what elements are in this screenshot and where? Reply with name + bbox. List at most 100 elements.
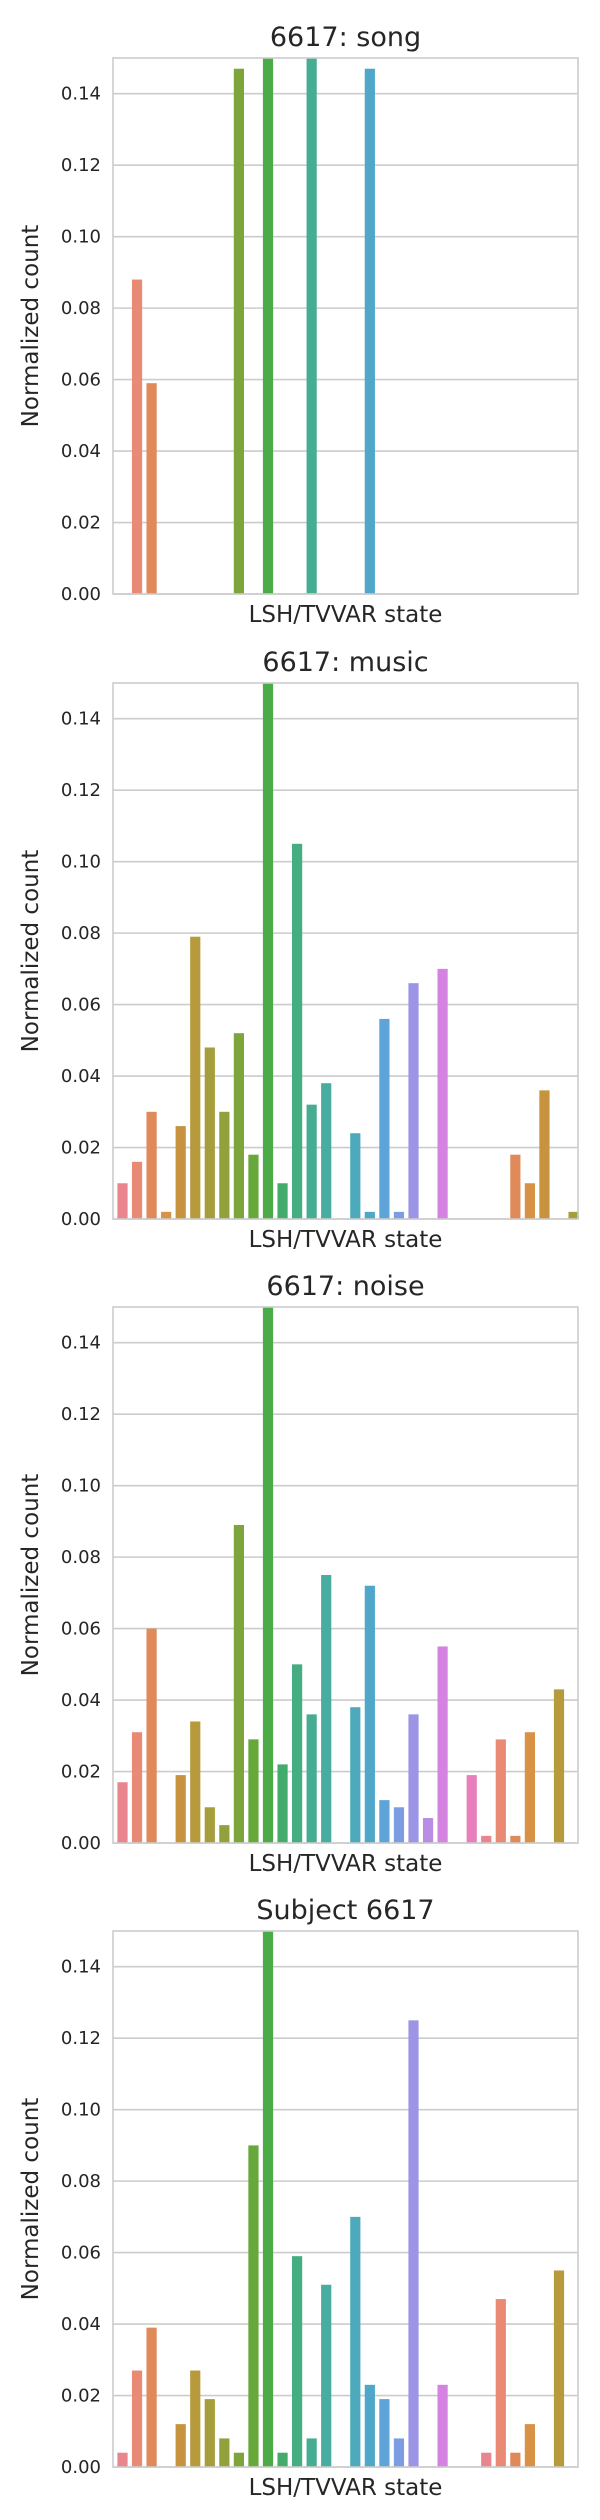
y-tick-label: 0.02	[61, 1138, 101, 1159]
bar	[175, 2424, 186, 2467]
y-tick-label: 0.04	[61, 2314, 101, 2335]
bar	[364, 2384, 375, 2467]
y-tick-label: 0.06	[61, 370, 101, 391]
bar	[306, 1714, 317, 1843]
x-axis-label: LSH/TVVAR state	[249, 1227, 443, 1253]
y-axis-label: Normalized count	[18, 225, 44, 428]
y-axis-label: Normalized count	[18, 850, 44, 1053]
bar	[233, 68, 244, 595]
bar	[161, 1211, 172, 1219]
y-tick-label: 0.10	[61, 2100, 101, 2121]
plot-frame	[112, 1930, 579, 2468]
bar	[481, 1835, 492, 1843]
bar	[117, 1183, 128, 1219]
chart-panel-1: 6617: song 0.00 0.02 0.04 0.06 0.08 0.10 0.12 0.…	[18, 22, 579, 628]
y-tick-label: 0.04	[61, 441, 101, 462]
x-axis-label: LSH/TVVAR state	[249, 2475, 443, 2501]
chart-panel-2: 6617: music 0.00 0.02 0.04 0.06 0.08 0.10 0.12 0…	[18, 647, 579, 1253]
chart-title: 6617: song	[270, 22, 421, 53]
bar	[510, 1835, 521, 1843]
bar	[146, 1628, 157, 1843]
bar	[248, 1739, 259, 1843]
bar	[175, 1126, 186, 1219]
y-tick-label: 0.10	[61, 227, 101, 248]
y-axis-label: Normalized count	[18, 1474, 44, 1677]
y-tick-label: 0.00	[61, 1833, 101, 1854]
bar	[437, 2384, 448, 2467]
bar	[204, 1047, 215, 1219]
bar	[117, 1782, 128, 1843]
y-tick-label: 0.08	[61, 1547, 101, 1568]
bar	[510, 2452, 521, 2467]
y-tick-label: 0.04	[61, 1066, 101, 1087]
bar	[262, 1931, 274, 2467]
bar	[131, 2370, 143, 2467]
y-tick-label: 0.08	[61, 923, 101, 944]
bar	[350, 1133, 361, 1219]
bar	[422, 1817, 434, 1843]
bar	[379, 1800, 390, 1843]
y-tick-label: 0.12	[61, 1404, 101, 1425]
bar	[379, 2399, 390, 2467]
bar	[393, 1807, 405, 1843]
bar	[204, 1807, 215, 1843]
y-tick-label: 0.00	[61, 2457, 101, 2478]
bar	[204, 2399, 215, 2467]
bar	[292, 1664, 303, 1843]
bar	[553, 2270, 565, 2467]
bar	[131, 279, 143, 594]
bar	[437, 1646, 448, 1843]
bar	[350, 1707, 361, 1843]
y-tick-label: 0.00	[61, 584, 101, 605]
bar	[190, 2370, 201, 2467]
bar	[539, 1090, 550, 1219]
bar	[350, 2216, 361, 2467]
bar	[364, 1585, 375, 1843]
bar	[379, 1018, 390, 1219]
y-tick-label: 0.04	[61, 1690, 101, 1711]
y-tick-label: 0.00	[61, 1209, 101, 1230]
bar	[510, 1154, 521, 1219]
bar	[321, 1575, 332, 1843]
bar	[408, 2020, 419, 2467]
bar	[262, 58, 274, 594]
bar	[146, 2327, 157, 2467]
bar	[233, 1033, 244, 1219]
bar	[277, 1764, 288, 1843]
bar	[481, 2452, 492, 2467]
bar	[292, 843, 303, 1219]
bar	[306, 1104, 317, 1219]
chart-panel-3: 6617: noise 0.00 0.02 0.04 0.06 0.08 0.10 0.12 0…	[18, 1271, 579, 1877]
bar	[408, 983, 419, 1219]
y-tick-label: 0.06	[61, 995, 101, 1016]
bar	[262, 1307, 274, 1843]
plot-frame	[112, 1306, 579, 1844]
chart-title: 6617: music	[262, 647, 428, 678]
bar	[393, 2438, 405, 2467]
bar	[146, 1111, 157, 1219]
y-tick-label: 0.06	[61, 2243, 101, 2264]
plot-frame	[112, 57, 579, 595]
bar	[495, 1739, 506, 1843]
bar	[219, 1111, 230, 1219]
bar	[292, 2256, 303, 2467]
y-tick-label: 0.14	[61, 1957, 101, 1978]
y-tick-label: 0.08	[61, 298, 101, 319]
bar	[524, 1183, 535, 1219]
bar	[466, 1775, 477, 1843]
bar	[277, 1183, 288, 1219]
x-axis-label: LSH/TVVAR state	[249, 1851, 443, 1877]
bar	[175, 1775, 186, 1843]
chart-title: Subject 6617	[256, 1895, 434, 1926]
bar	[248, 1154, 259, 1219]
bar	[131, 1161, 143, 1219]
bar	[524, 1732, 535, 1843]
bar	[262, 683, 274, 1219]
y-tick-label: 0.12	[61, 780, 101, 801]
bar	[408, 1714, 419, 1843]
bar	[364, 68, 375, 595]
chart-panel-4: Subject 6617 0.00 0.02 0.04 0.06 0.08 0.10 0.12…	[18, 1895, 579, 2501]
bar	[190, 1721, 201, 1843]
bar	[524, 2424, 535, 2467]
